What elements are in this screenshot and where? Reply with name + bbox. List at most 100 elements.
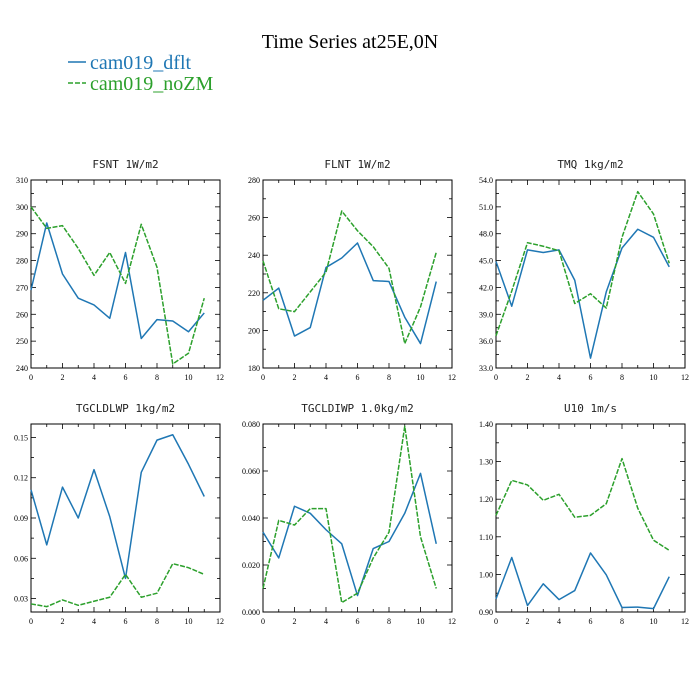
y-tick-label: 0.90 (479, 608, 493, 617)
y-tick-label: 0.040 (242, 514, 260, 523)
y-tick-label: 1.20 (479, 495, 493, 504)
series-line-cam019_noZM (262, 210, 437, 345)
series-line-cam019_noZM (495, 190, 670, 337)
x-tick-label: 6 (356, 373, 360, 382)
x-tick-label: 8 (155, 617, 159, 626)
x-tick-label: 10 (185, 617, 193, 626)
x-tick-label: 4 (557, 373, 561, 382)
panel-title: FLNT 1W/m2 (324, 158, 390, 171)
x-tick-label: 12 (681, 617, 689, 626)
x-tick-label: 4 (557, 617, 561, 626)
x-tick-label: 12 (216, 373, 224, 382)
panel-4: TGCLDLWP 1kg/m2 0 2 4 6 8 10 12 0.03 0.06 0.09 0.12… (14, 402, 224, 626)
x-tick-label: 6 (589, 617, 593, 626)
y-tick-label: 260 (248, 214, 260, 223)
x-tick-label: 6 (589, 373, 593, 382)
y-tick-label: 260 (16, 310, 28, 319)
x-tick-label: 6 (124, 617, 128, 626)
plot-frame (30, 423, 221, 613)
x-tick-label: 6 (124, 373, 128, 382)
series-line-cam019_dflt (495, 552, 670, 610)
x-tick-label: 0 (261, 617, 265, 626)
panel-3: TMQ 1kg/m2 0 2 4 6 8 10 12 33.0 36.0 39.0 42.0 45.0 4… (479, 158, 689, 382)
y-tick-label: 0.000 (242, 608, 260, 617)
panel-1: FSNT 1W/m2 0 2 4 6 8 10 12 240 250 260 270 280 290 300… (16, 158, 224, 382)
plot-frame (495, 423, 686, 613)
x-tick-label: 2 (526, 617, 530, 626)
y-tick-label: 280 (248, 176, 260, 185)
panels: FSNT 1W/m20 2 4 6 8 10 12240250260270280290300… (14, 158, 689, 626)
y-tick-label: 1.30 (479, 458, 493, 467)
panel-title: TMQ 1kg/m2 (557, 158, 623, 171)
y-tick-label: 240 (16, 364, 28, 373)
y-tick-label: 1.10 (479, 533, 493, 542)
x-tick-label: 4 (92, 617, 96, 626)
series-line-cam019_dflt (262, 242, 437, 345)
legend-label-nozm: cam019_noZM (90, 73, 214, 95)
series-line-cam019_noZM (262, 425, 437, 604)
y-tick-label: 0.15 (14, 433, 28, 442)
x-tick-label: 2 (526, 373, 530, 382)
y-tick-label: 54.0 (479, 176, 493, 185)
panel-2: FLNT 1W/m2 0 2 4 6 8 10 12 180 200 220 240 260 280 (248, 158, 456, 382)
y-tick-label: 0.06 (14, 554, 28, 563)
panel-title: U10 1m/s (564, 402, 617, 415)
x-tick-label: 10 (650, 373, 658, 382)
x-tick-label: 2 (61, 617, 65, 626)
y-tick-label: 280 (16, 257, 28, 266)
y-tick-label: 33.0 (479, 364, 493, 373)
x-tick-label: 0 (261, 373, 265, 382)
x-tick-label: 2 (61, 373, 65, 382)
plot-frame (30, 179, 221, 369)
x-tick-label: 8 (387, 373, 391, 382)
figure-title: Time Series at25E,0N (262, 31, 438, 53)
x-tick-label: 12 (448, 617, 456, 626)
y-tick-label: 200 (248, 326, 260, 335)
y-tick-label: 0.060 (242, 467, 260, 476)
x-tick-label: 0 (29, 373, 33, 382)
x-tick-label: 8 (387, 617, 391, 626)
y-tick-label: 180 (248, 364, 260, 373)
x-tick-label: 10 (417, 373, 425, 382)
x-tick-label: 2 (293, 373, 297, 382)
y-tick-label: 51.0 (479, 203, 493, 212)
x-tick-label: 10 (185, 373, 193, 382)
x-tick-label: 2 (293, 617, 297, 626)
y-tick-label: 1.40 (479, 420, 493, 429)
panel-title: TGCLDLWP 1kg/m2 (76, 402, 175, 415)
x-tick-label: 0 (494, 373, 498, 382)
y-tick-label: 42.0 (479, 283, 493, 292)
y-tick-label: 300 (16, 203, 28, 212)
x-tick-label: 4 (92, 373, 96, 382)
x-tick-label: 8 (155, 373, 159, 382)
y-tick-label: 36.0 (479, 337, 493, 346)
x-tick-label: 12 (448, 373, 456, 382)
panel-title: TGCLDIWP 1.0kg/m2 (301, 402, 414, 415)
series-line-cam019_dflt (30, 433, 205, 580)
y-tick-label: 310 (16, 176, 28, 185)
x-tick-label: 10 (417, 617, 425, 626)
series-line-cam019_noZM (30, 562, 205, 608)
y-tick-label: 220 (248, 289, 260, 298)
x-tick-label: 0 (494, 617, 498, 626)
x-tick-label: 12 (216, 617, 224, 626)
y-tick-label: 0.12 (14, 474, 28, 483)
x-tick-label: 8 (620, 373, 624, 382)
y-tick-label: 0.080 (242, 420, 260, 429)
series-line-cam019_noZM (30, 206, 205, 365)
series-line-cam019_dflt (262, 472, 437, 597)
x-tick-label: 0 (29, 617, 33, 626)
panel-6: U10 1m/s 0 2 4 6 8 10 12 0.90 1.00 1.10 1.20 1.30 1.4… (479, 402, 689, 626)
y-tick-label: 290 (16, 230, 28, 239)
x-tick-label: 12 (681, 373, 689, 382)
y-tick-label: 240 (248, 251, 260, 260)
x-tick-label: 8 (620, 617, 624, 626)
y-tick-label: 45.0 (479, 257, 493, 266)
panel-5: TGCLDIWP 1.0kg/m2 0 2 4 6 8 10 12 0.000 0.020 0.04… (242, 402, 456, 626)
y-tick-label: 250 (16, 337, 28, 346)
y-tick-label: 48.0 (479, 230, 493, 239)
y-tick-label: 39.0 (479, 310, 493, 319)
x-tick-label: 6 (356, 617, 360, 626)
x-tick-label: 4 (324, 617, 328, 626)
